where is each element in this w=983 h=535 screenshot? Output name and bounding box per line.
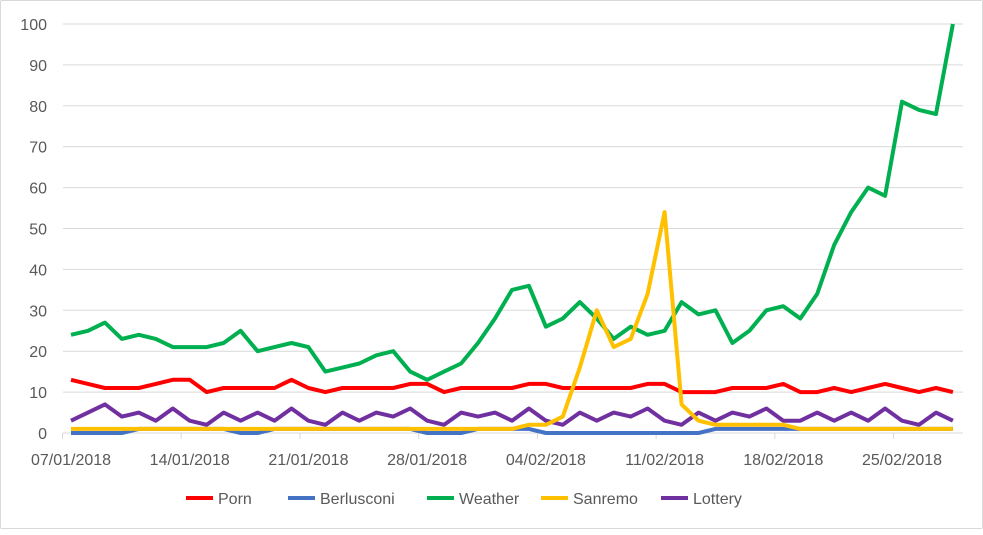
legend-item-weather: Weather <box>427 491 520 508</box>
series-line-porn <box>70 377 954 395</box>
y-tick-label: 40 <box>29 262 47 279</box>
legend-item-berlusconi: Berlusconi <box>288 491 395 508</box>
legend-label: Weather <box>459 491 520 508</box>
y-tick-label: 90 <box>29 58 47 75</box>
series-line-lottery <box>70 402 954 427</box>
legend-item-lottery: Lottery <box>661 491 742 508</box>
x-tick-label: 04/02/2018 <box>506 452 586 469</box>
x-tick-label: 07/01/2018 <box>31 452 111 469</box>
y-tick-label: 20 <box>29 344 47 361</box>
legend-label: Porn <box>218 491 252 508</box>
x-tick-label: 11/02/2018 <box>625 452 704 469</box>
x-tick-label: 25/02/2018 <box>862 452 942 469</box>
legend-label: Sanremo <box>573 491 638 508</box>
x-tick-label: 14/01/2018 <box>150 452 230 469</box>
legend-label: Berlusconi <box>320 491 395 508</box>
y-tick-label: 30 <box>29 303 47 320</box>
x-tick-label: 21/01/2018 <box>268 452 348 469</box>
x-axis: 07/01/2018 14/01/2018 21/01/2018 28/01/2018… <box>31 432 963 469</box>
series-lines <box>70 23 955 435</box>
legend-label: Lottery <box>693 491 742 508</box>
series-line-sanremo <box>71 210 953 431</box>
y-tick-label: 0 <box>38 426 47 443</box>
y-axis: 0 10 20 30 40 50 60 70 80 90 100 <box>20 17 47 443</box>
legend-item-sanremo: Sanremo <box>541 491 638 508</box>
legend: Porn Berlusconi Weather Sanremo Lottery <box>186 491 742 508</box>
y-tick-label: 10 <box>29 385 47 402</box>
legend-item-porn: Porn <box>186 491 252 508</box>
y-tick-label: 80 <box>29 99 47 116</box>
y-tick-label: 100 <box>20 17 47 34</box>
y-tick-label: 70 <box>29 140 47 157</box>
y-tick-label: 60 <box>29 181 47 198</box>
x-tick-label: 28/01/2018 <box>387 452 467 469</box>
gridlines <box>63 23 963 393</box>
series-line-weather <box>70 23 955 382</box>
y-tick-label: 50 <box>29 222 47 239</box>
x-tick-label: 18/02/2018 <box>743 452 823 469</box>
